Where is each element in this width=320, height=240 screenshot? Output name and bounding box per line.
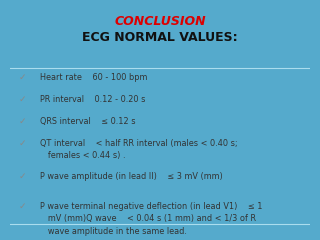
Text: ✓: ✓ (19, 202, 26, 211)
Text: Heart rate    60 - 100 bpm: Heart rate 60 - 100 bpm (40, 73, 147, 82)
Text: ✓: ✓ (19, 73, 26, 82)
Text: QT interval    < half RR interval (males < 0.40 s;
   females < 0.44 s) .: QT interval < half RR interval (males < … (40, 139, 237, 160)
Text: CONCLUSION: CONCLUSION (114, 15, 206, 28)
Text: ✓: ✓ (19, 117, 26, 126)
Text: PR interval    0.12 - 0.20 s: PR interval 0.12 - 0.20 s (40, 95, 145, 104)
Text: ECG NORMAL VALUES:: ECG NORMAL VALUES: (82, 31, 238, 44)
Text: ✓: ✓ (19, 139, 26, 148)
Text: P wave amplitude (in lead II)    ≤ 3 mV (mm): P wave amplitude (in lead II) ≤ 3 mV (mm… (40, 172, 222, 181)
Text: QRS interval    ≤ 0.12 s: QRS interval ≤ 0.12 s (40, 117, 135, 126)
Text: ✓: ✓ (19, 95, 26, 104)
Text: P wave terminal negative deflection (in lead V1)    ≤ 1
   mV (mm)Q wave    < 0.: P wave terminal negative deflection (in … (40, 202, 262, 236)
Text: ✓: ✓ (19, 172, 26, 181)
